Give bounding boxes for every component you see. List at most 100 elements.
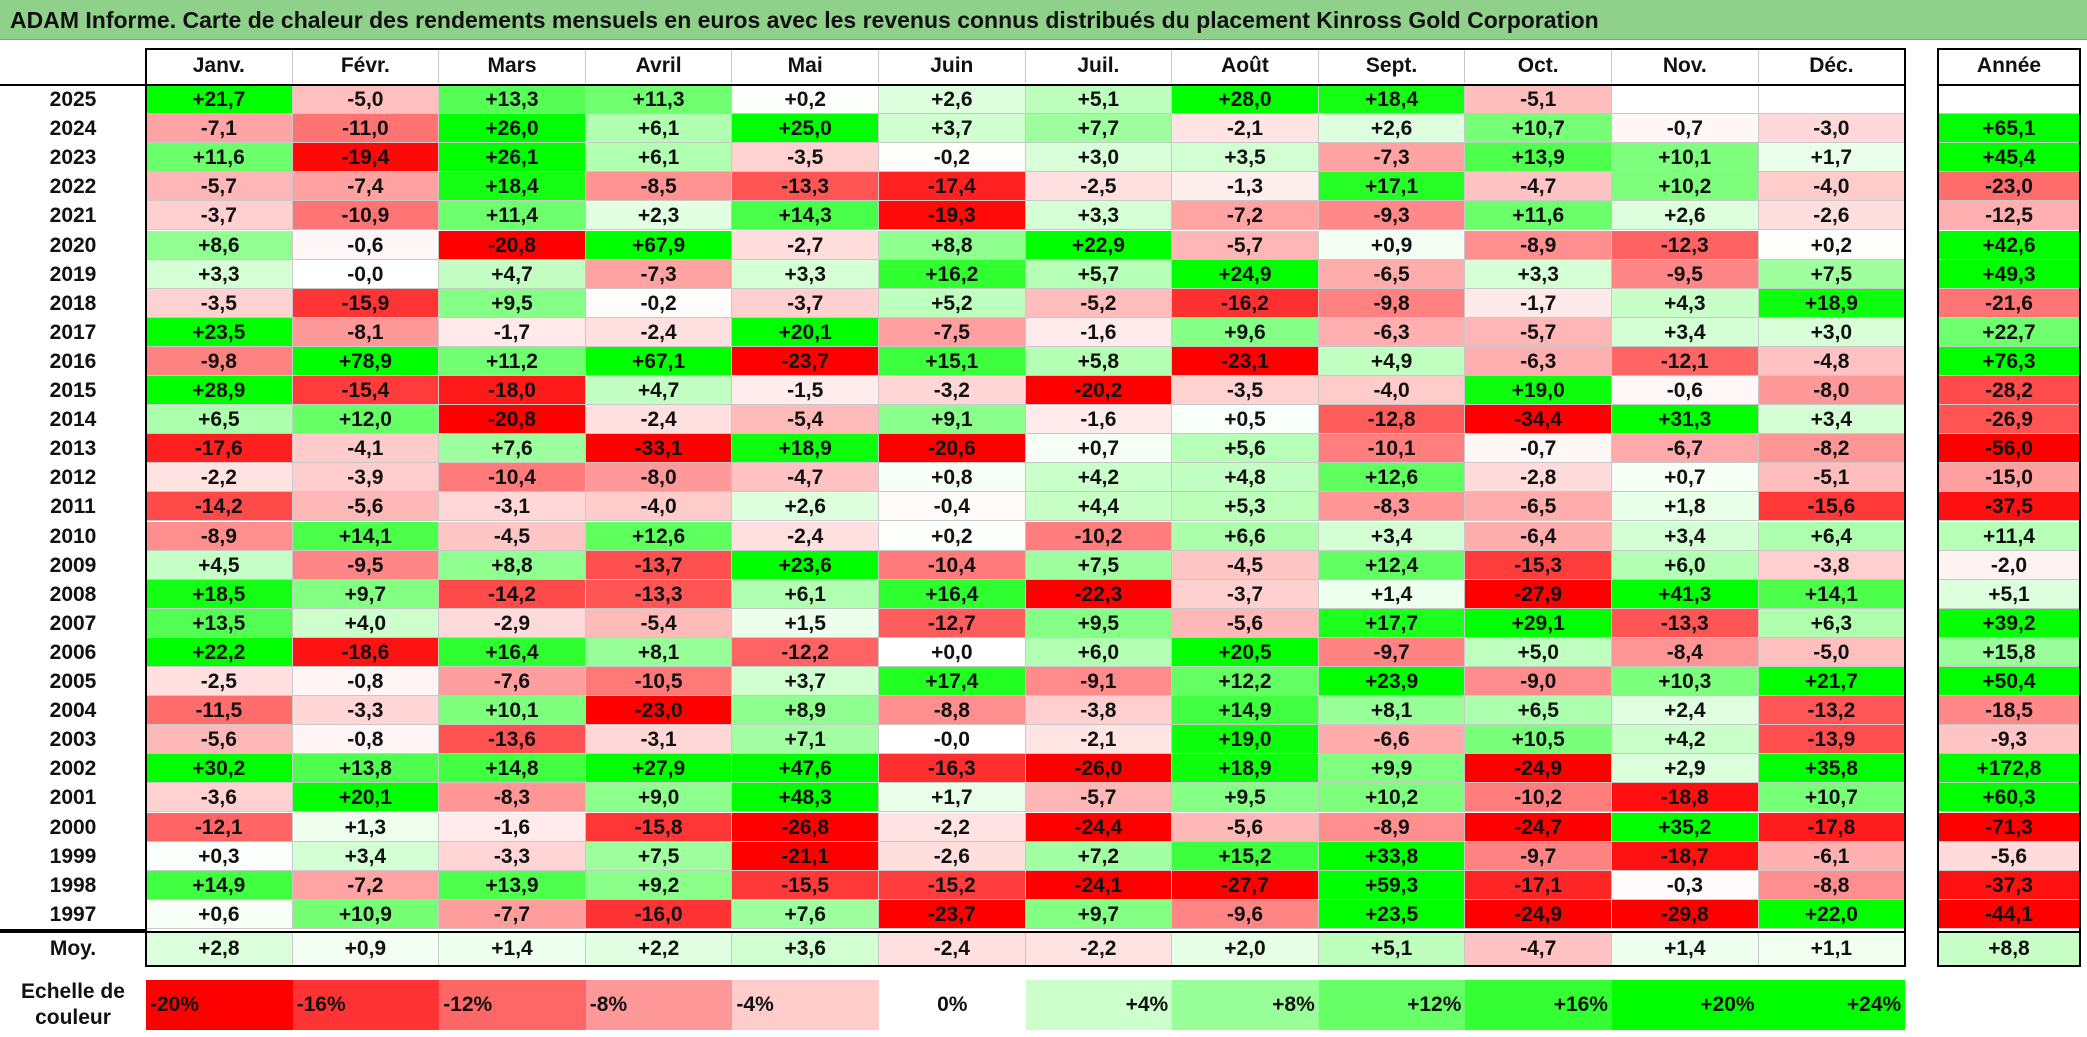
heatmap-cell: -10,1 xyxy=(1318,434,1466,464)
heatmap-cell: +5,6 xyxy=(1172,434,1319,464)
heatmap-cell: +22,0 xyxy=(1758,899,1906,929)
heatmap-cell: -17,6 xyxy=(146,434,293,464)
heatmap-cell: -12,2 xyxy=(732,637,879,667)
year-label: 1997 xyxy=(49,902,97,926)
heatmap-cell: +18,5 xyxy=(146,579,293,609)
heatmap-cell: +20,1 xyxy=(732,317,879,347)
heatmap-cell: -18,6 xyxy=(292,637,440,667)
heatmap-cell: -5,7 xyxy=(1172,230,1319,260)
annual-cell: +39,2 xyxy=(1938,608,2080,638)
heatmap-cell: -23,0 xyxy=(585,696,733,726)
heatmap-cell: -9,0 xyxy=(1465,667,1612,697)
heatmap-cell: +20,5 xyxy=(1172,637,1319,667)
year-label: 2005 xyxy=(49,670,97,693)
average-cell: +1,4 xyxy=(439,932,586,966)
heatmap-cell: +9,6 xyxy=(1172,317,1319,347)
heatmap-cell: +16,2 xyxy=(879,259,1026,289)
heatmap-cell: +14,9 xyxy=(1172,696,1319,726)
year-label: 1998 xyxy=(49,873,97,897)
heatmap-cell: +17,4 xyxy=(879,667,1026,697)
year-label: 2018 xyxy=(49,291,97,315)
heatmap-cell: +26,0 xyxy=(439,114,586,144)
heatmap-cell: -6,6 xyxy=(1318,725,1466,755)
heatmap-cell: -3,3 xyxy=(439,841,586,871)
heatmap-cell: -6,5 xyxy=(1465,492,1612,522)
year-label: 2023 xyxy=(49,146,97,170)
heatmap-cell: -2,4 xyxy=(585,405,733,435)
heatmap-cell: -15,3 xyxy=(1465,550,1612,580)
annual-cell: -71,3 xyxy=(1938,812,2080,842)
heatmap-cell: +6,4 xyxy=(1758,521,1906,551)
heatmap-cell: -9,3 xyxy=(1318,201,1466,231)
heatmap-cell: +9,0 xyxy=(585,783,733,813)
heatmap-cell: +3,4 xyxy=(1758,405,1906,435)
heatmap-cell: +5,7 xyxy=(1025,259,1173,289)
annual-cell: +76,3 xyxy=(1938,346,2080,376)
year-label: 2008 xyxy=(49,582,97,606)
heatmap-cell: -1,7 xyxy=(1465,288,1612,318)
heatmap-cell: +7,1 xyxy=(732,725,879,755)
color-scale-swatch: +20% xyxy=(1612,980,1759,1030)
year-label: 2009 xyxy=(49,553,97,577)
heatmap-cell: +35,8 xyxy=(1758,754,1906,784)
heatmap-cell: +19,0 xyxy=(1172,725,1319,755)
annual-cell: -28,2 xyxy=(1938,376,2080,406)
heatmap-cell: +5,3 xyxy=(1172,492,1319,522)
year-label: 2017 xyxy=(49,320,97,344)
heatmap-cell: +3,3 xyxy=(146,259,293,289)
heatmap-cell: -21,1 xyxy=(732,841,879,871)
heatmap-cell: +18,9 xyxy=(1758,288,1906,318)
heatmap-cell: +4,3 xyxy=(1612,288,1759,318)
heatmap-cell: +18,4 xyxy=(439,172,586,202)
heatmap-cell: +3,5 xyxy=(1172,143,1319,173)
heatmap-cell: -12,1 xyxy=(146,812,293,842)
heatmap-cell: +15,2 xyxy=(1172,841,1319,871)
heatmap-cell: -9,8 xyxy=(146,346,293,376)
heatmap-cell: +67,9 xyxy=(585,230,733,260)
heatmap-cell: -22,3 xyxy=(1025,579,1173,609)
heatmap-cell: +14,1 xyxy=(292,521,440,551)
average-label: Moy. xyxy=(49,937,97,960)
heatmap-cell: -17,8 xyxy=(1758,812,1906,842)
average-cell: +5,1 xyxy=(1318,932,1466,966)
body-bottom-line xyxy=(0,928,146,931)
heatmap-cell: -5,6 xyxy=(1172,812,1319,842)
heatmap-cell: +26,1 xyxy=(439,143,586,173)
heatmap-cell: +22,9 xyxy=(1025,230,1173,260)
header-separator xyxy=(0,84,1906,86)
heatmap-cell: -8,8 xyxy=(879,696,1026,726)
average-cell: -2,4 xyxy=(879,932,1026,966)
heatmap-cell: -17,1 xyxy=(1465,870,1612,900)
heatmap-cell: +2,6 xyxy=(1612,201,1759,231)
heatmap-cell: -2,7 xyxy=(732,230,879,260)
heatmap-cell: -18,0 xyxy=(439,376,586,406)
annual-cell: -26,9 xyxy=(1938,405,2080,435)
heatmap-cell: -9,1 xyxy=(1025,667,1173,697)
annual-cell: -18,5 xyxy=(1938,696,2080,726)
heatmap-cell: -19,4 xyxy=(292,143,440,173)
average-cell: +2,2 xyxy=(585,932,733,966)
heatmap-cell: -9,7 xyxy=(1465,841,1612,871)
heatmap-cell: +0,2 xyxy=(879,521,1026,551)
heatmap-cell: +12,0 xyxy=(292,405,440,435)
heatmap-cell: +8,8 xyxy=(879,230,1026,260)
year-label: 2021 xyxy=(49,204,97,228)
heatmap-cell: -2,9 xyxy=(439,608,586,638)
heatmap-cell: +13,9 xyxy=(1465,143,1612,173)
heatmap-cell: -4,7 xyxy=(732,463,879,493)
heatmap-cell: -11,5 xyxy=(146,696,293,726)
heatmap-cell: -8,0 xyxy=(585,463,733,493)
heatmap-cell: -3,5 xyxy=(1172,376,1319,406)
heatmap-cell: +27,9 xyxy=(585,754,733,784)
year-label: 2003 xyxy=(49,728,97,752)
heatmap-cell: -2,2 xyxy=(879,812,1026,842)
heatmap-cell: +28,0 xyxy=(1172,85,1319,115)
heatmap-cell: -0,4 xyxy=(879,492,1026,522)
heatmap-cell: +7,6 xyxy=(439,434,586,464)
color-scale-label-line2: couleur xyxy=(35,1006,111,1029)
heatmap-cell: -4,0 xyxy=(1758,172,1906,202)
average-cell: +3,6 xyxy=(732,932,879,966)
heatmap-cell: -3,3 xyxy=(292,696,440,726)
heatmap-cell: +12,6 xyxy=(1318,463,1466,493)
heatmap-cell: +14,3 xyxy=(732,201,879,231)
